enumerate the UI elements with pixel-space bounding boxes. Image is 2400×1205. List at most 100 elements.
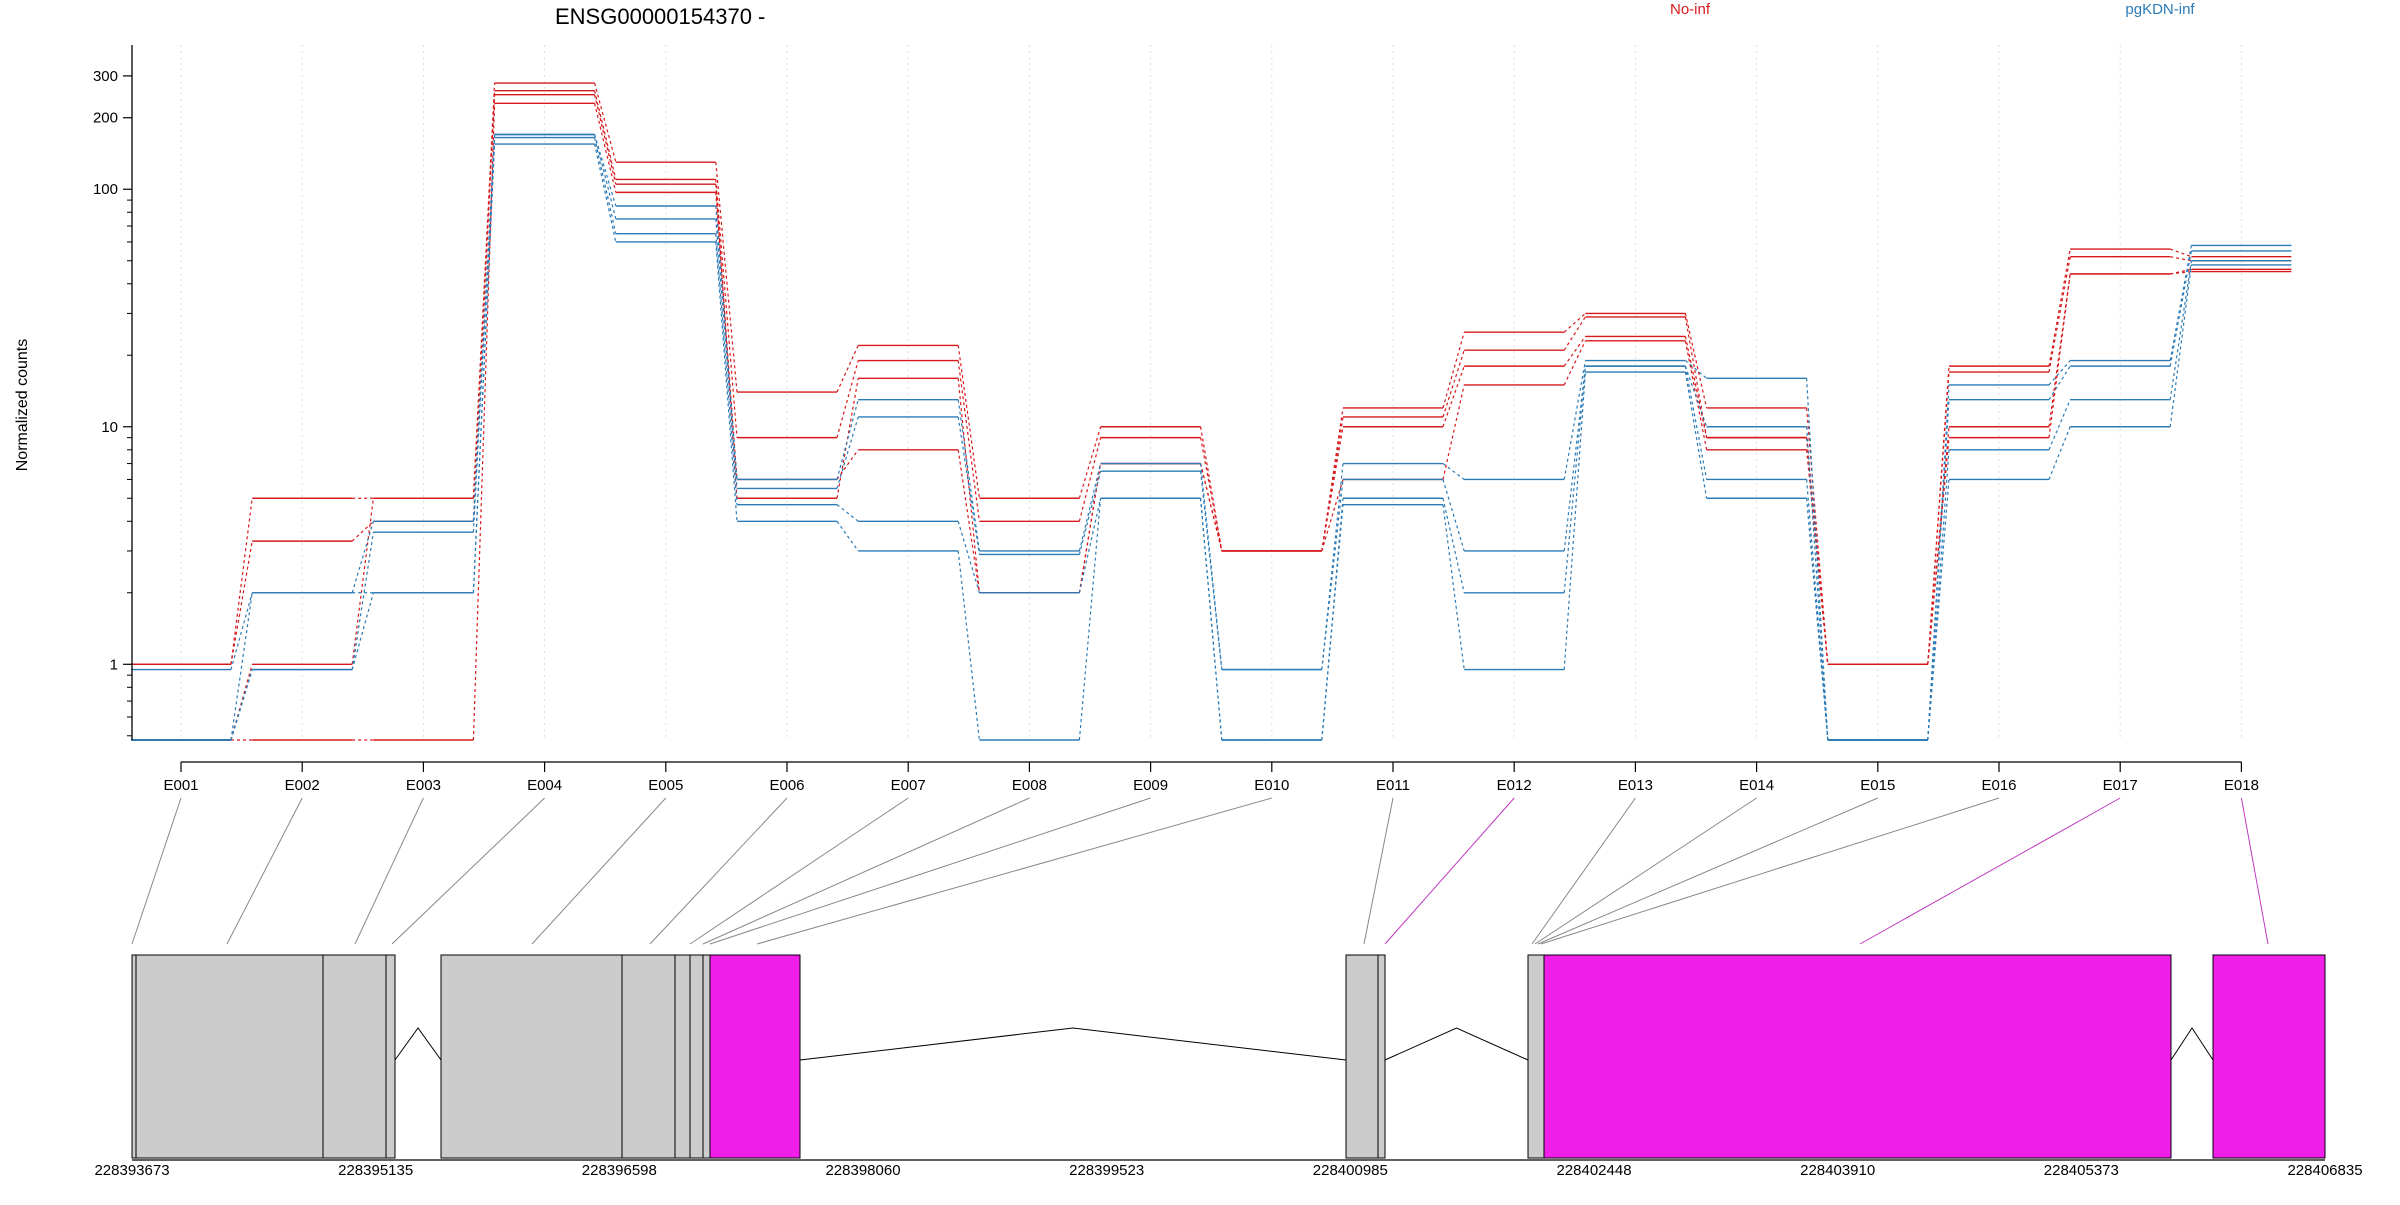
- series-connector: [1078, 426, 1102, 499]
- series-connector: [230, 592, 253, 670]
- series-connector: [715, 233, 738, 505]
- y-tick-label: 1: [110, 656, 118, 673]
- series-connector: [1321, 479, 1344, 670]
- x-tick-label: E012: [1497, 777, 1532, 794]
- exon-connector: [702, 797, 1030, 945]
- intron-line: [1384, 1027, 1529, 1061]
- grid-lines: [180, 45, 2242, 740]
- series-connector: [1684, 316, 1708, 438]
- coordinate-tick-label: 228395135: [338, 1162, 413, 1179]
- exon-connector: [1531, 797, 1636, 945]
- coordinate-tick-label: 228406835: [2287, 1162, 2362, 1179]
- series-connector: [1078, 471, 1102, 555]
- exon-connector: [1537, 797, 1878, 945]
- series-connector: [1200, 437, 1223, 552]
- exon-box: [1345, 954, 1379, 1159]
- exon-connector: [649, 797, 788, 945]
- series-connector: [351, 532, 374, 670]
- series-connector: [1200, 498, 1223, 741]
- series-connector: [957, 416, 980, 555]
- series-connector: [1321, 463, 1344, 670]
- series-line: [131, 143, 2292, 741]
- series-connector: [836, 504, 859, 522]
- exon-box: [135, 954, 324, 1159]
- series-connector: [1806, 498, 1829, 741]
- series-connector: [230, 669, 253, 741]
- series-connector: [715, 184, 738, 499]
- series-line: [131, 89, 2292, 665]
- series-connector: [1442, 350, 1465, 418]
- coordinate-tick-label: 228405373: [2044, 1162, 2119, 1179]
- exon-box: [2212, 954, 2326, 1159]
- exon-box: [621, 954, 676, 1159]
- series-connector: [1563, 312, 1586, 333]
- series-connector: [836, 399, 859, 480]
- series-connector: [2170, 271, 2192, 275]
- x-tick-label: E014: [1739, 777, 1774, 794]
- intron-line: [799, 1027, 1347, 1061]
- exon-box: [1527, 954, 1545, 1159]
- series-connector: [715, 205, 738, 480]
- series-connector: [1563, 366, 1586, 593]
- series-connector: [2048, 426, 2071, 480]
- x-tick-label: E016: [1981, 777, 2016, 794]
- series-connector: [1563, 371, 1586, 670]
- series-connector: [1442, 365, 1465, 427]
- series-connector: [836, 345, 859, 393]
- legend-entry-pgkdn-inf: pgKDN-inf: [2125, 1, 2195, 18]
- x-tick-label: E011: [1376, 777, 1410, 794]
- series-connector: [1563, 360, 1586, 480]
- x-tick-label: E018: [2224, 777, 2259, 794]
- x-tick-label: E002: [285, 777, 320, 794]
- series-connector: [1927, 399, 1950, 741]
- series-connector: [1078, 437, 1102, 522]
- exon-connector: [2240, 797, 2269, 945]
- series-connector: [2169, 260, 2192, 400]
- exon-connector: [689, 797, 909, 945]
- series-connector: [594, 134, 617, 220]
- coordinate-tick-label: 228402448: [1556, 1162, 1631, 1179]
- exon-connector: [531, 797, 667, 945]
- x-tick-label: E007: [891, 777, 926, 794]
- series-connector: [957, 378, 980, 593]
- coordinate-tick-label: 228403910: [1800, 1162, 1875, 1179]
- series-connector: [2048, 365, 2071, 401]
- series-connector: [2169, 250, 2192, 367]
- series-connector: [472, 94, 496, 499]
- series-connector: [715, 241, 738, 522]
- series-connector: [1442, 463, 1465, 480]
- series-connector: [715, 162, 738, 393]
- exon-connector: [756, 797, 1272, 945]
- series-connector: [1927, 437, 1950, 665]
- series-connector: [472, 103, 496, 741]
- series-connector: [230, 664, 253, 741]
- series-lines: [131, 82, 2292, 741]
- series-connector: [836, 416, 859, 489]
- legend-entry-no-inf: No-inf: [1670, 1, 1711, 18]
- x-tick-label: E009: [1133, 777, 1168, 794]
- series-connector: [230, 498, 253, 665]
- exon-connector: [131, 797, 182, 945]
- series-connector: [2048, 273, 2071, 427]
- series-connector: [2048, 256, 2071, 373]
- series-connector: [2048, 360, 2071, 386]
- series-connector: [1442, 479, 1465, 552]
- exon-box: [689, 954, 704, 1159]
- exon-connector: [226, 797, 303, 945]
- exon-connector: [709, 797, 1151, 945]
- series-connector: [472, 143, 496, 593]
- series-connector: [351, 498, 374, 665]
- series-connector: [230, 541, 253, 665]
- series-connector: [1684, 366, 1708, 480]
- series-connector: [1442, 498, 1465, 593]
- series-connector: [1806, 426, 1829, 741]
- series-connector: [1078, 498, 1102, 741]
- series-connector: [1806, 407, 1829, 665]
- series-connector: [836, 449, 859, 480]
- series-connector: [1442, 384, 1465, 480]
- coordinate-tick-label: 228400985: [1313, 1162, 1388, 1179]
- series-connector: [957, 550, 980, 741]
- chart-text: ENSG00000154370 - Normalized counts No-i…: [14, 1, 2195, 471]
